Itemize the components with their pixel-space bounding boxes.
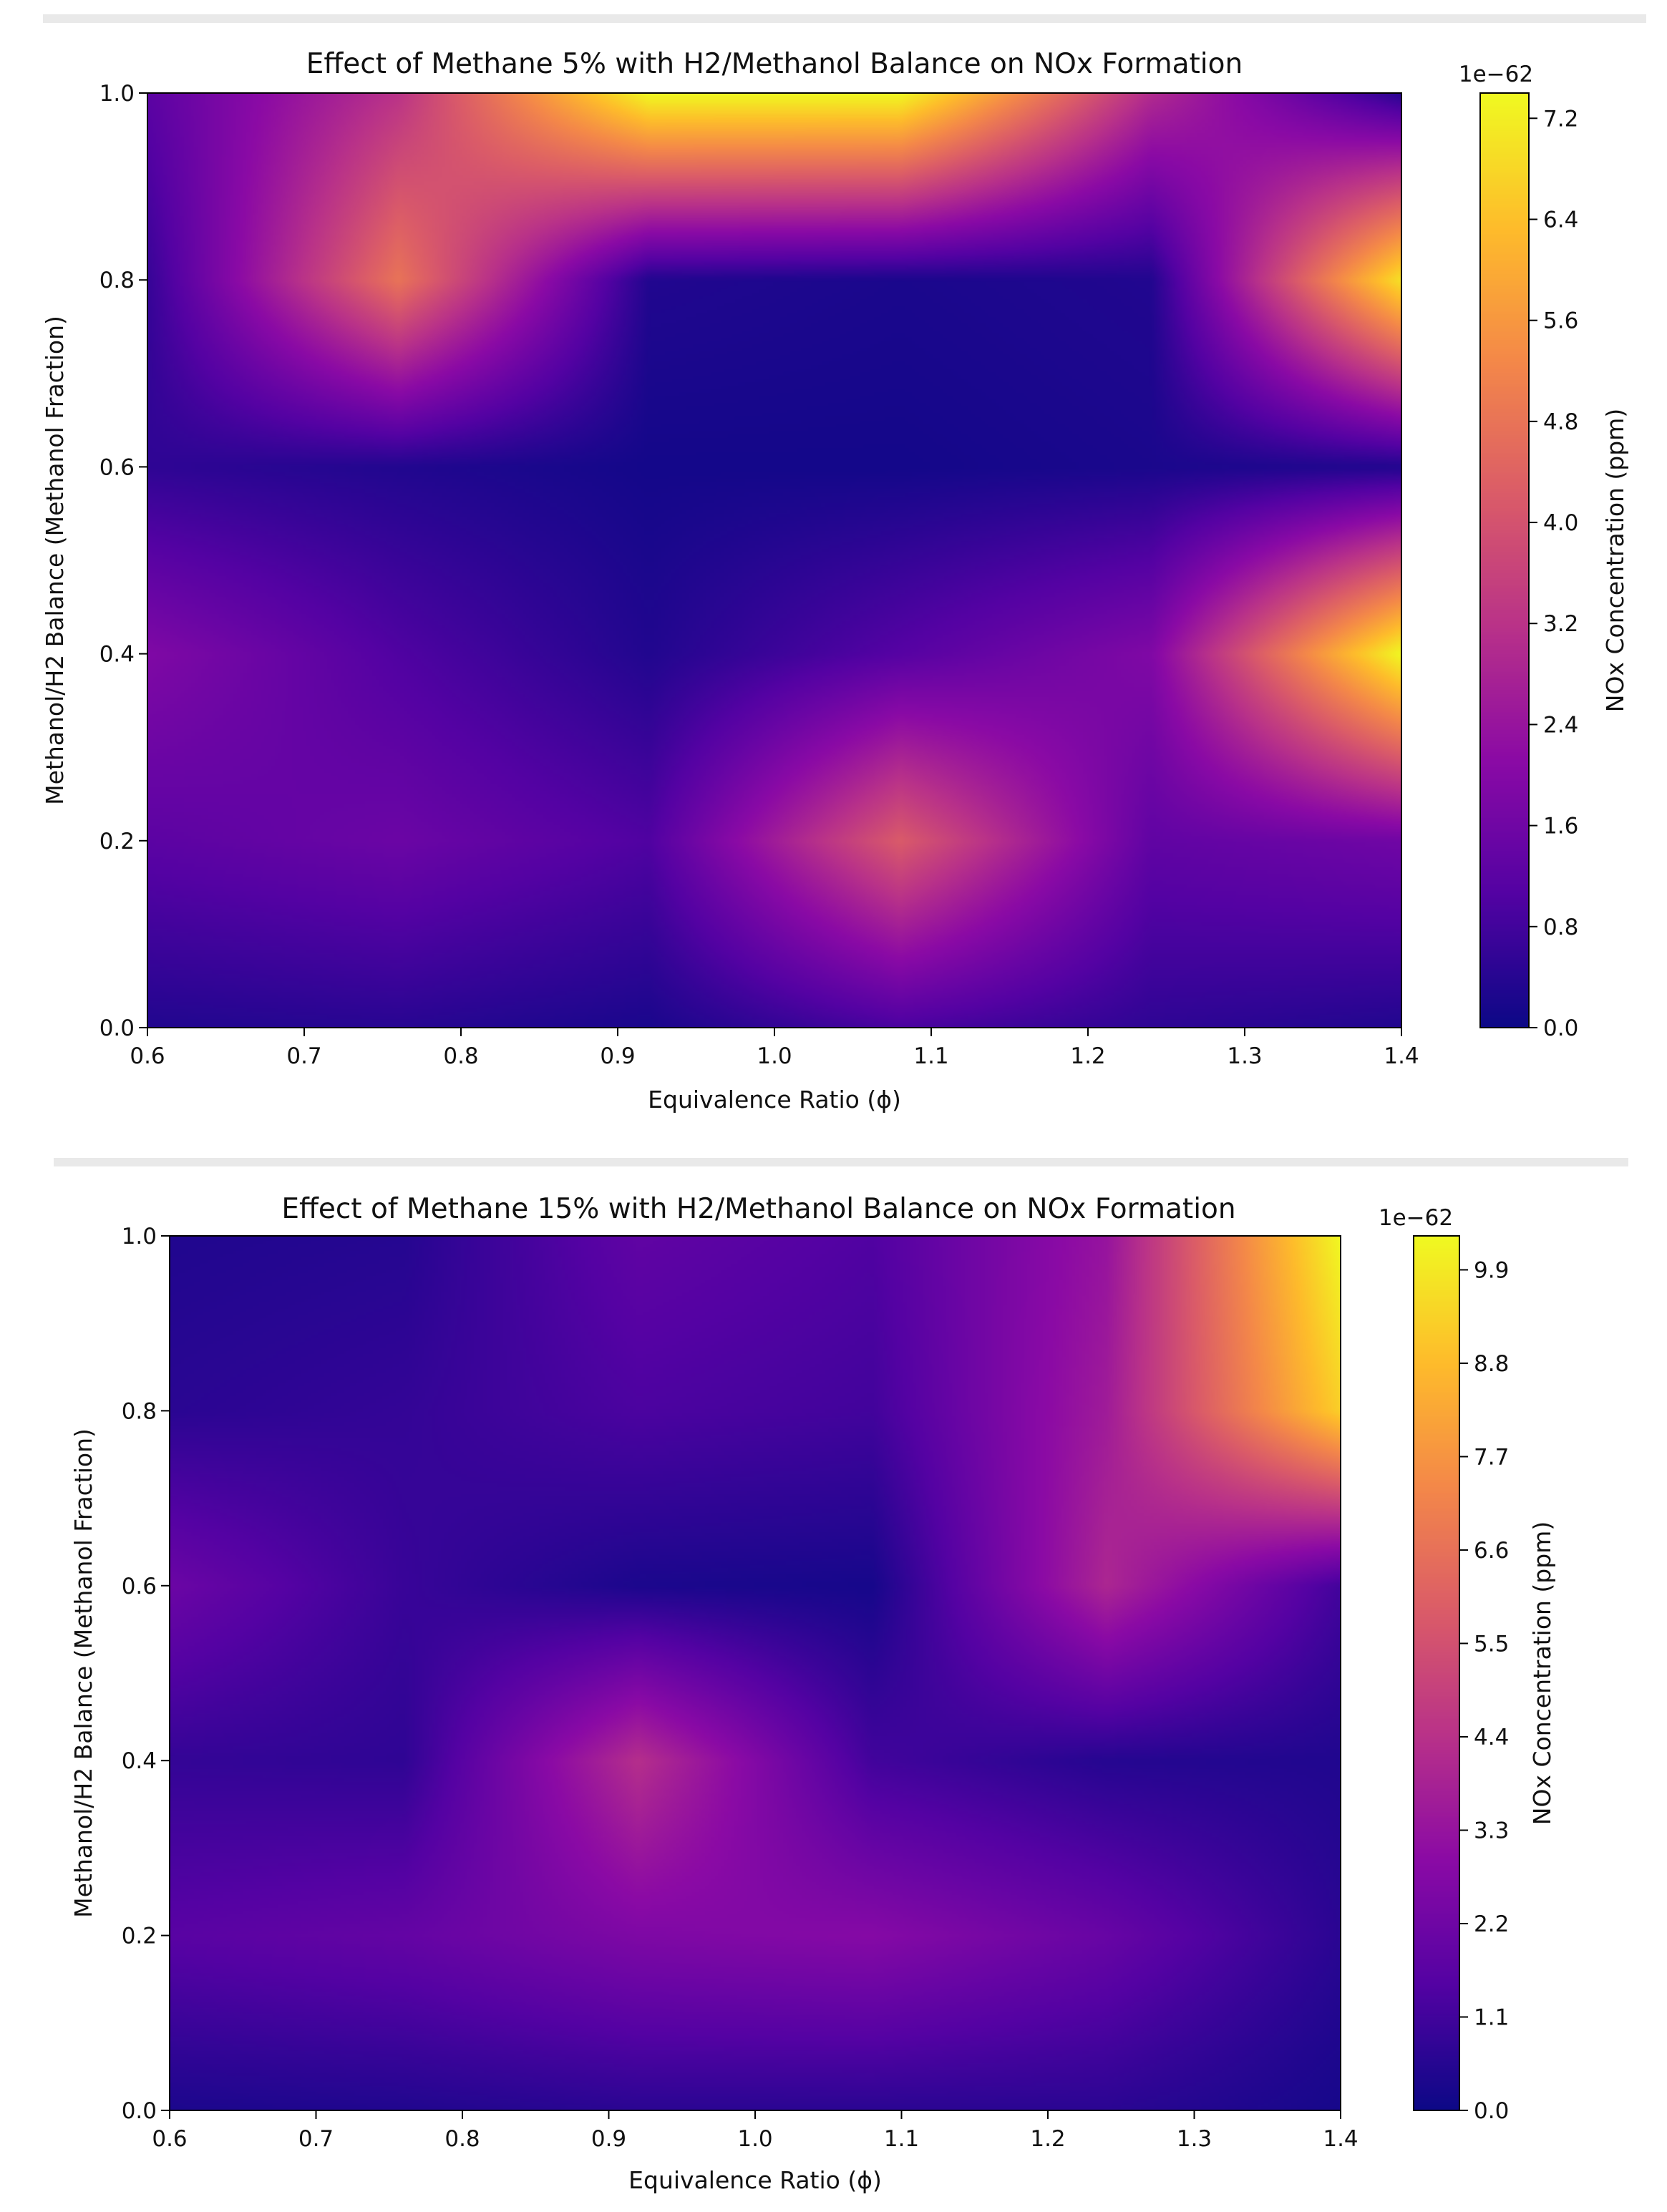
colorbar-tick-label: 0.8	[1543, 915, 1578, 940]
x-tick-label: 1.4	[1384, 1043, 1419, 1069]
chart-2-colorbar-label: NOx Concentration (ppm)	[1528, 1521, 1556, 1825]
chart-2: Effect of Methane 15% with H2/Methanol B…	[69, 1193, 1556, 2194]
y-tick-label: 1.0	[99, 81, 135, 107]
y-tick-label: 0.4	[122, 1748, 157, 1774]
colorbar-tick-label: 1.6	[1543, 814, 1578, 839]
colorbar-tick-label: 2.2	[1474, 1911, 1509, 1937]
colorbar-tick-label: 4.0	[1543, 510, 1578, 536]
colorbar-tick-label: 7.7	[1474, 1444, 1509, 1470]
colorbar-tick-label: 5.6	[1543, 308, 1578, 334]
chart-1-colorbar-offset: 1e−62	[1459, 62, 1533, 87]
chart-2-heatmap	[170, 1236, 1341, 2110]
y-tick-label: 0.8	[122, 1398, 157, 1424]
x-tick-label: 1.2	[1030, 2126, 1065, 2152]
colorbar-tick-label: 0.0	[1543, 1015, 1578, 1041]
chart-2-y-ticks: 0.0 0.2 0.4 0.6 0.8 1.0	[122, 1224, 170, 2124]
y-tick-label: 0.6	[122, 1574, 157, 1599]
y-tick-label: 0.8	[99, 268, 135, 293]
chart-1-x-axis-label: Equivalence Ratio (ϕ)	[648, 1086, 901, 1114]
chart-1-y-ticks: 0.0 0.2 0.4 0.6 0.8 1.0	[99, 81, 147, 1041]
chart-1-colorbar-ticks: 0.0 0.8 1.6 2.4 3.2 4.0 4.8 5.6 6.4 7.2	[1529, 106, 1578, 1041]
y-tick-label: 0.2	[99, 829, 135, 854]
colorbar-tick-label: 0.0	[1474, 2098, 1509, 2124]
chart-2-x-axis-label: Equivalence Ratio (ϕ)	[628, 2166, 882, 2194]
chart-2-colorbar-frame	[1413, 1235, 1460, 2111]
colorbar-tick-label: 8.8	[1474, 1351, 1509, 1377]
chart-1-y-axis-label: Methanol/H2 Balance (Methanol Fraction)	[41, 316, 69, 805]
chart-2-title: Effect of Methane 15% with H2/Methanol B…	[281, 1193, 1235, 1225]
colorbar-tick-label: 5.5	[1474, 1631, 1509, 1657]
x-tick-label: 1.4	[1323, 2126, 1358, 2152]
x-tick-label: 1.3	[1227, 1043, 1262, 1069]
panel-separator-top	[43, 14, 1646, 23]
x-tick-label: 1.2	[1070, 1043, 1105, 1069]
chart-2-colorbar-offset: 1e−62	[1379, 1205, 1453, 1231]
y-tick-label: 0.0	[99, 1015, 135, 1041]
chart-2-y-axis-label: Methanol/H2 Balance (Methanol Fraction)	[69, 1428, 97, 1918]
y-tick-label: 0.6	[99, 454, 135, 480]
x-tick-label: 1.3	[1177, 2126, 1212, 2152]
x-tick-label: 0.8	[443, 1043, 478, 1069]
chart-2-colorbar	[1414, 1236, 1459, 2110]
colorbar-tick-label: 2.4	[1543, 712, 1578, 738]
colorbar-tick-label: 4.4	[1474, 1725, 1509, 1750]
chart-2-colorbar-ticks: 0.0 1.1 2.2 3.3 4.4 5.5 6.6 7.7 8.8 9.9	[1459, 1257, 1509, 2124]
colorbar-tick-label: 1.1	[1474, 2004, 1509, 2030]
x-tick-label: 0.6	[152, 2126, 187, 2152]
y-tick-label: 0.4	[99, 642, 135, 668]
colorbar-tick-label: 6.4	[1543, 207, 1578, 233]
colorbar-tick-label: 4.8	[1543, 409, 1578, 435]
x-tick-label: 0.7	[286, 1043, 321, 1069]
chart-1-x-ticks: 0.6 0.7 0.8 0.9 1.0 1.1 1.2 1.3 1.4	[130, 1028, 1419, 1069]
chart-2-x-ticks: 0.6 0.7 0.8 0.9 1.0 1.1 1.2 1.3 1.4	[152, 2110, 1359, 2152]
y-tick-label: 0.0	[122, 2098, 157, 2124]
colorbar-tick-label: 3.3	[1474, 1818, 1509, 1843]
colorbar-tick-label: 6.6	[1474, 1538, 1509, 1564]
panel-separator-middle	[54, 1158, 1628, 1166]
chart-1-heatmap	[147, 93, 1401, 1028]
y-tick-label: 0.2	[122, 1924, 157, 1949]
y-tick-label: 1.0	[122, 1224, 157, 1249]
colorbar-tick-label: 3.2	[1543, 611, 1578, 637]
x-tick-label: 1.0	[757, 1043, 792, 1069]
x-tick-label: 0.9	[600, 1043, 635, 1069]
x-tick-label: 1.1	[884, 2126, 919, 2152]
chart-1: Effect of Methane 5% with H2/Methanol Ba…	[41, 48, 1629, 1114]
chart-1-colorbar-label: NOx Concentration (ppm)	[1601, 409, 1629, 712]
chart-1-title: Effect of Methane 5% with H2/Methanol Ba…	[306, 48, 1243, 80]
x-tick-label: 1.0	[737, 2126, 772, 2152]
x-tick-label: 1.1	[913, 1043, 948, 1069]
colorbar-tick-label: 7.2	[1543, 106, 1578, 132]
x-tick-label: 0.6	[130, 1043, 165, 1069]
chart-1-colorbar-frame	[1479, 92, 1530, 1028]
x-tick-label: 0.8	[444, 2126, 480, 2152]
x-tick-label: 0.7	[298, 2126, 334, 2152]
chart-1-colorbar	[1480, 93, 1529, 1028]
colorbar-tick-label: 9.9	[1474, 1257, 1509, 1283]
x-tick-label: 0.9	[591, 2126, 626, 2152]
